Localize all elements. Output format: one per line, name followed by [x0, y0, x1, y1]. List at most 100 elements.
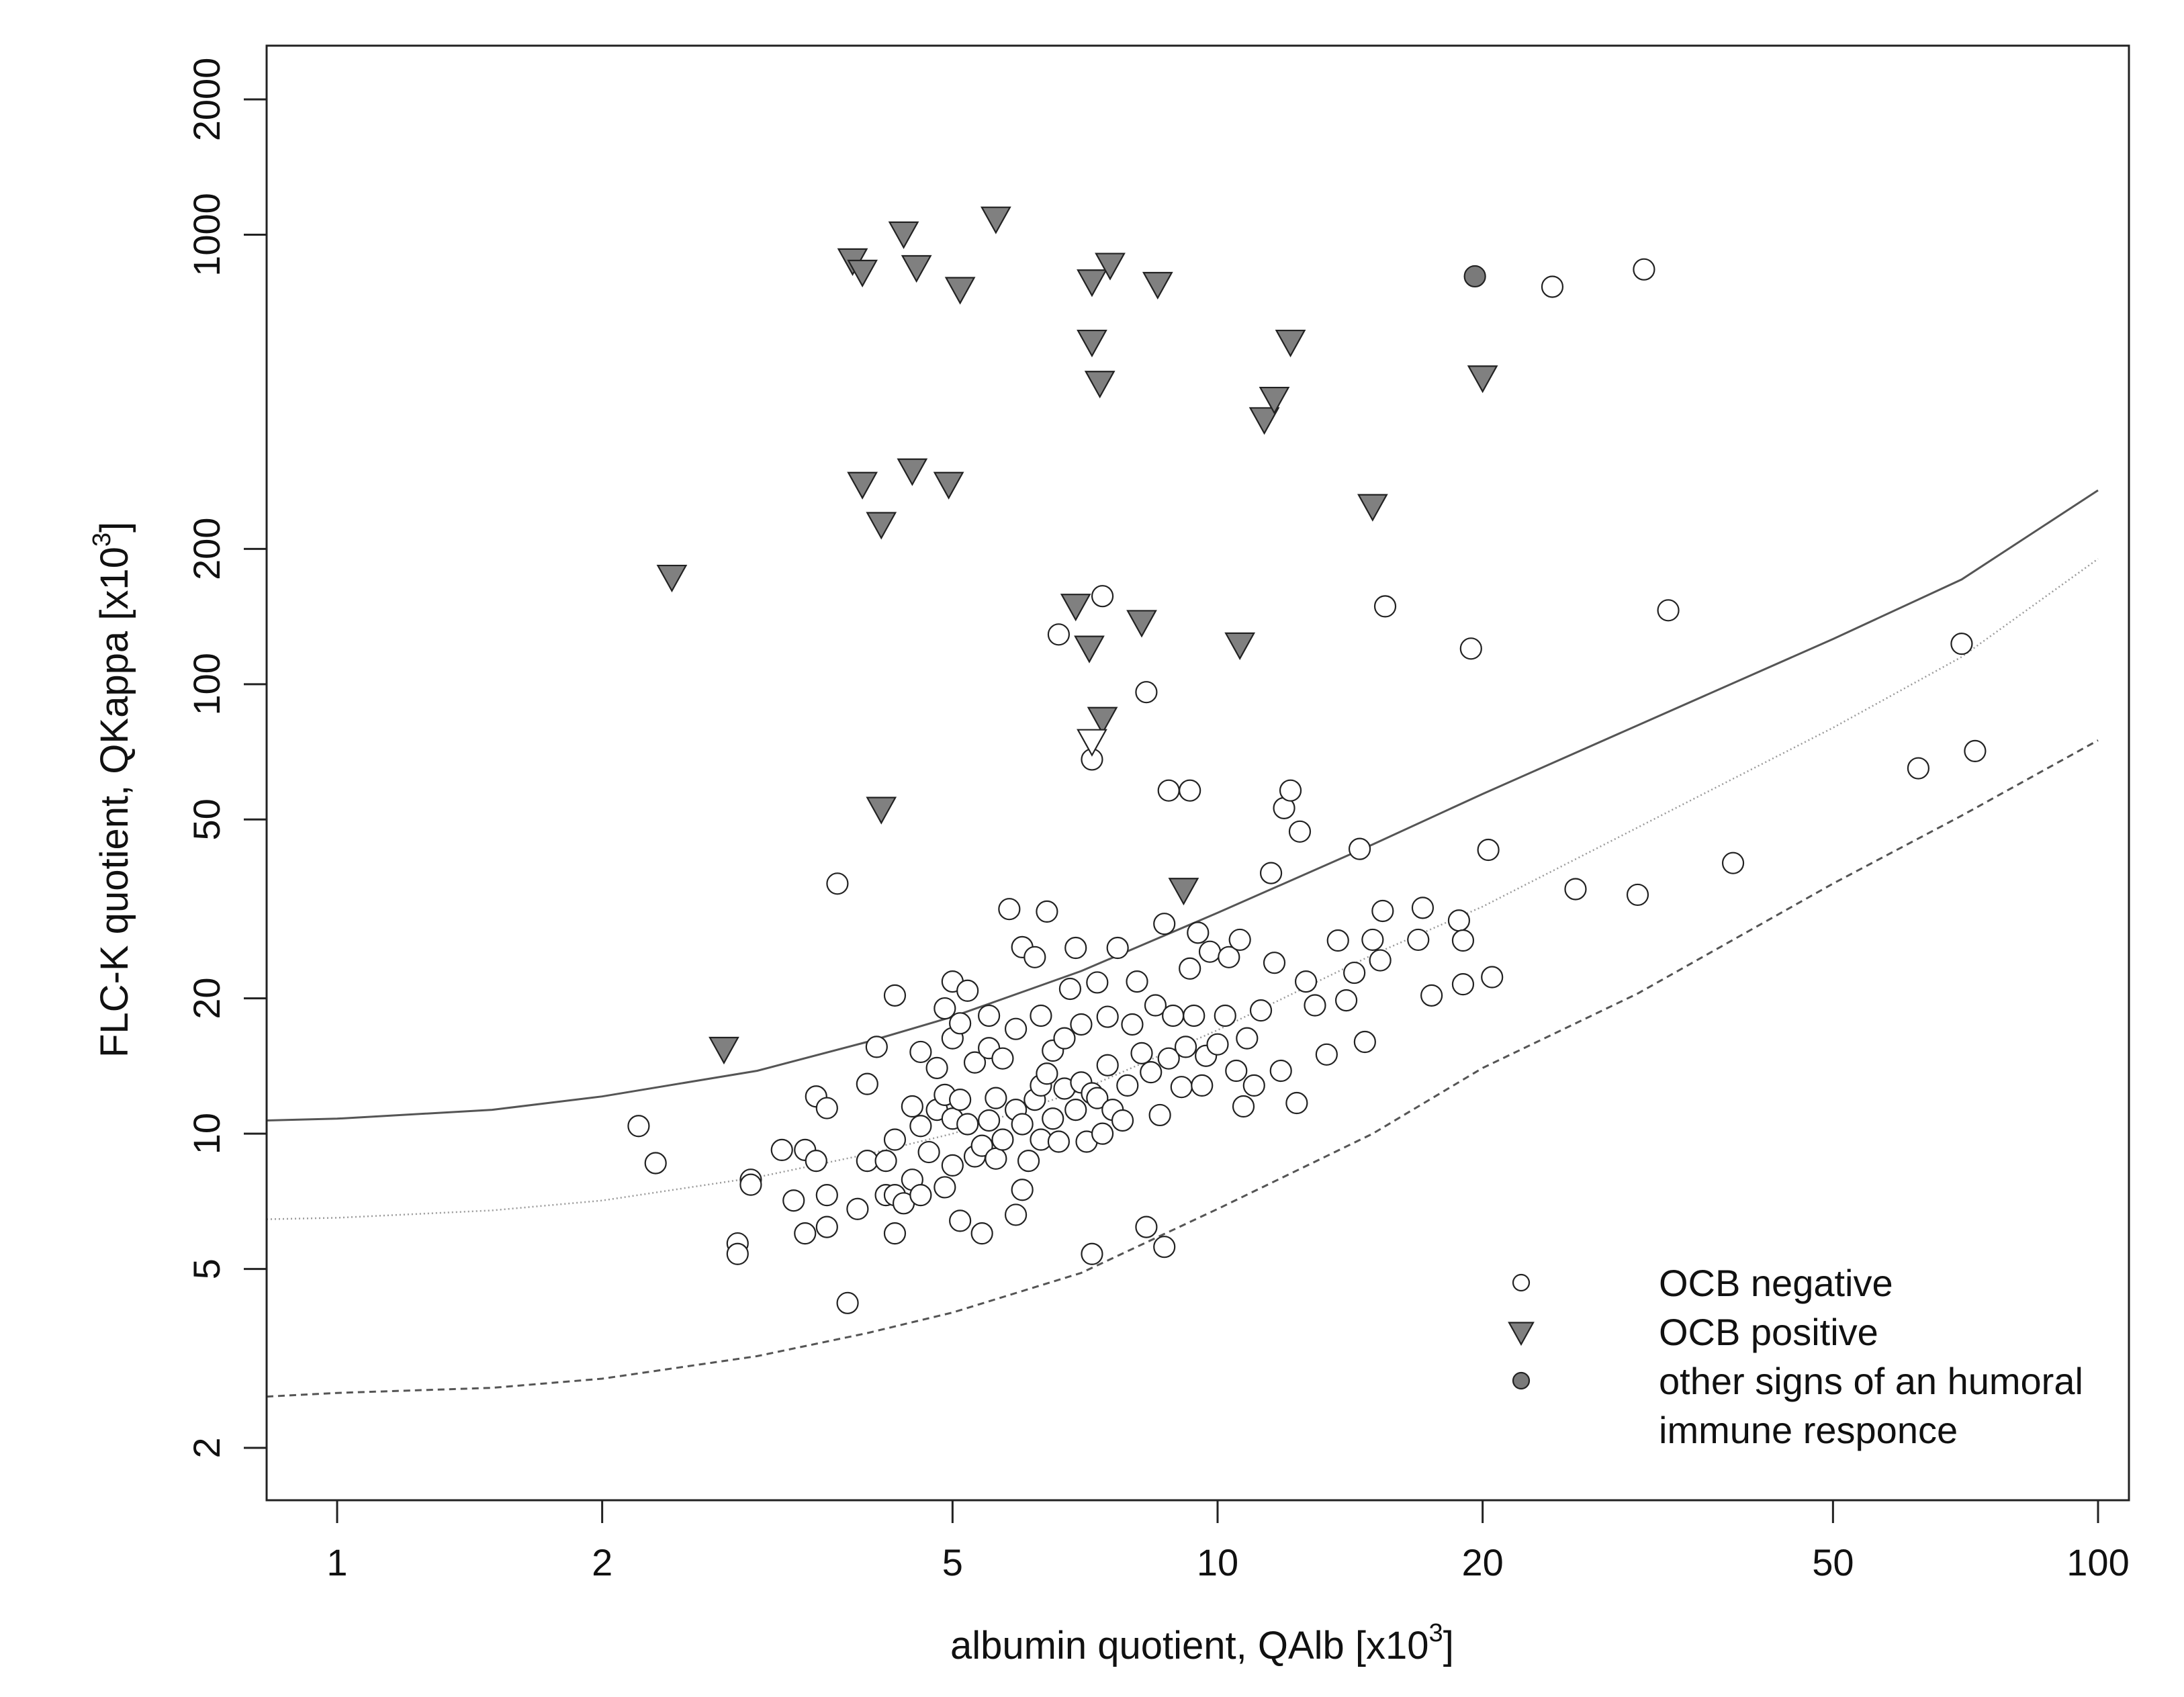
- legend: OCB negative OCB positive other signs of a…: [1508, 1262, 2083, 1451]
- data-point-triangle-down-filled: [847, 471, 878, 500]
- x-tick-label: 1: [326, 1541, 347, 1584]
- data-point-circle-open: [1091, 585, 1114, 608]
- data-point-circle-open: [1153, 1236, 1176, 1258]
- data-point-circle-open: [978, 1004, 1001, 1027]
- data-point-circle-open: [815, 1097, 838, 1119]
- y-axis-label-suffix: ]: [93, 522, 136, 533]
- data-point-circle-open: [883, 1128, 907, 1151]
- data-point-circle-open: [956, 1113, 979, 1136]
- data-point-circle-open: [883, 984, 907, 1007]
- data-point-circle-open: [1091, 1122, 1114, 1145]
- data-point-circle-open: [901, 1095, 923, 1118]
- data-point-circle-open: [1053, 1027, 1076, 1050]
- data-point-circle-open: [1096, 1054, 1119, 1076]
- data-point-circle-open: [856, 1072, 878, 1095]
- data-point-circle-open: [1036, 1062, 1058, 1085]
- y-tick-label: 100: [185, 653, 228, 715]
- y-tick-label: 20: [185, 978, 228, 1019]
- data-point-triangle-down-filled: [1248, 407, 1280, 435]
- data-point-circle-open: [1459, 637, 1482, 660]
- data-point-circle-open: [782, 1189, 805, 1212]
- data-point-circle-open: [1964, 739, 1987, 762]
- data-point-circle-open: [1086, 1087, 1109, 1109]
- data-point-triangle-down-filled: [1142, 271, 1173, 300]
- data-point-circle-open: [1371, 899, 1394, 923]
- data-point-circle-open: [1206, 1033, 1229, 1056]
- data-point-circle-open: [1633, 258, 1655, 281]
- data-point-circle-open: [1144, 994, 1167, 1017]
- data-point-triangle-down-filled: [1259, 386, 1290, 415]
- data-point-circle-open: [1564, 878, 1587, 901]
- data-point-circle-open: [949, 1209, 972, 1232]
- data-point-circle-open: [883, 1222, 907, 1245]
- data-point-circle-open: [1042, 1107, 1064, 1130]
- data-point-triangle-down-filled: [866, 796, 897, 825]
- data-point-triangle-down-filled: [1357, 494, 1388, 522]
- data-point-circle-open: [1288, 820, 1312, 843]
- x-tick-label: 5: [942, 1541, 963, 1584]
- data-point-circle-open: [1259, 862, 1283, 884]
- data-point-circle-filled: [1463, 265, 1486, 288]
- data-point-circle-open: [1477, 838, 1500, 862]
- data-point-circle-open: [1096, 1005, 1119, 1028]
- data-point-circle-open: [985, 1147, 1007, 1170]
- data-point-circle-open: [1361, 928, 1384, 952]
- data-point-circle-open: [1135, 1216, 1158, 1238]
- x-axis-label-exponent: 3: [1429, 1619, 1443, 1647]
- data-point-triangle-down-filled: [1087, 706, 1118, 735]
- data-point-circle-open: [1111, 1109, 1134, 1132]
- data-point-circle-open: [627, 1115, 650, 1138]
- data-point-triangle-down-filled: [1224, 632, 1256, 660]
- data-point-circle-open: [1116, 1074, 1139, 1097]
- legend-label: other signs of an humoral: [1659, 1360, 2083, 1402]
- legend-label: immune responce: [1659, 1409, 1958, 1451]
- data-point-circle-open: [1064, 1099, 1087, 1121]
- data-point-triangle-down-filled: [1126, 610, 1157, 638]
- data-point-circle-open: [874, 1150, 897, 1173]
- data-point-circle-open: [1348, 837, 1371, 860]
- data-point-circle-open: [1011, 1179, 1034, 1201]
- x-tick-label: 100: [2066, 1541, 2129, 1584]
- data-point-circle-open: [1411, 897, 1435, 919]
- data-point-triangle-down-filled: [847, 259, 878, 287]
- data-point-circle-open: [1294, 970, 1318, 993]
- data-point-circle-open: [956, 979, 979, 1002]
- data-point-circle-open: [909, 1184, 932, 1207]
- data-point-circle-open: [949, 1088, 972, 1111]
- data-point-circle-open: [1263, 952, 1286, 974]
- data-point-circle-open: [1218, 946, 1240, 968]
- data-point-circle-open: [1070, 1013, 1093, 1036]
- legend-marker-triangle-down-filled: [1508, 1322, 1535, 1346]
- data-point-circle-open: [1353, 1030, 1376, 1054]
- data-point-circle-open: [1174, 1036, 1197, 1058]
- data-point-circle-open: [1106, 936, 1129, 960]
- data-point-circle-open: [1242, 1074, 1265, 1097]
- data-point-circle-open: [934, 997, 956, 1020]
- data-point-circle-open: [1179, 957, 1201, 980]
- data-point-circle-open: [1236, 1027, 1259, 1050]
- data-point-circle-open: [941, 1154, 964, 1177]
- data-point-triangle-down-filled: [1074, 635, 1105, 663]
- data-point-circle-open: [1183, 1004, 1205, 1027]
- y-axis-label: FLC-K quotient, QKappa [x103]: [88, 522, 136, 1058]
- y-tick-label: 10: [185, 1113, 228, 1154]
- data-point-circle-open: [1081, 1242, 1103, 1265]
- data-point-circle-open: [1657, 599, 1680, 622]
- data-point-triangle-down-filled: [1084, 371, 1116, 399]
- data-point-triangle-down-filled: [1095, 253, 1126, 281]
- data-point-circle-open: [1004, 1203, 1028, 1226]
- data-point-circle-open: [1249, 999, 1273, 1022]
- legend-marker-circle-open: [1512, 1273, 1531, 1292]
- data-point-triangle-down-filled: [1077, 329, 1107, 358]
- data-point-circle-open: [1153, 913, 1176, 935]
- data-point-triangle-down-filled: [901, 255, 932, 283]
- y-axis-label-exponent: 3: [88, 533, 116, 547]
- data-point-circle-open: [970, 1222, 993, 1245]
- data-point-circle-open: [1279, 779, 1302, 802]
- data-point-circle-open: [1191, 1074, 1214, 1097]
- x-tick-label: 20: [1462, 1541, 1504, 1584]
- data-point-circle-open: [726, 1242, 749, 1265]
- data-point-circle-open: [1541, 275, 1564, 298]
- curve-solid: [266, 489, 2099, 1121]
